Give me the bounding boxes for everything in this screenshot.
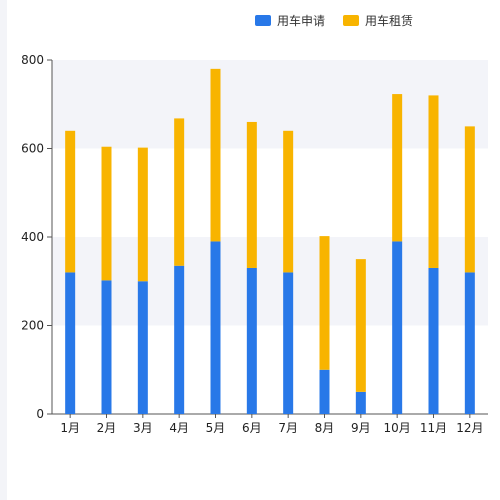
bar-series-2: [174, 118, 185, 266]
bar-series-2: [464, 126, 475, 273]
x-tick-label: 11月: [420, 421, 447, 435]
x-tick-label: 9月: [351, 421, 371, 435]
y-tick-label: 400: [21, 230, 44, 244]
bar-series-2: [428, 95, 439, 268]
x-tick-label: 1月: [60, 421, 80, 435]
x-tick-label: 12月: [456, 421, 483, 435]
y-tick-label: 0: [36, 407, 44, 421]
bar-series-1: [319, 369, 330, 414]
left-rail: [0, 0, 7, 500]
x-tick-label: 6月: [242, 421, 262, 435]
bar-series-1: [65, 272, 76, 414]
bar-series-2: [392, 94, 403, 242]
x-tick-label: 5月: [206, 421, 226, 435]
legend-swatch-series-2: [343, 15, 360, 26]
bar-series-1: [283, 272, 294, 414]
legend-label-series-1: 用车申请: [277, 14, 326, 28]
bar-series-1: [464, 272, 475, 414]
bar-series-2: [319, 236, 330, 370]
legend: 用车申请 用车租赁: [255, 12, 413, 29]
bar-series-1: [174, 265, 185, 414]
bar-series-1: [428, 267, 439, 414]
legend-item-series-2[interactable]: 用车租赁: [343, 12, 413, 29]
bar-series-2: [246, 121, 257, 268]
x-tick-label: 2月: [97, 421, 117, 435]
x-tick-label: 4月: [169, 421, 189, 435]
x-tick-label: 7月: [278, 421, 298, 435]
bar-series-1: [246, 267, 257, 414]
x-tick-label: 3月: [133, 421, 153, 435]
bar-series-1: [355, 391, 366, 414]
x-tick-label: 8月: [315, 421, 335, 435]
bar-series-2: [101, 146, 112, 281]
bar-series-2: [355, 259, 366, 392]
bar-series-2: [137, 147, 148, 282]
bar-series-2: [283, 130, 294, 273]
bar-series-1: [210, 241, 221, 414]
legend-label-series-2: 用车租赁: [365, 14, 414, 28]
y-tick-label: 800: [21, 53, 44, 67]
bar-series-1: [392, 241, 403, 414]
legend-swatch-series-1: [255, 15, 271, 26]
y-tick-label: 200: [21, 319, 44, 333]
legend-item-series-1[interactable]: 用车申请: [255, 12, 325, 29]
y-tick-label: 600: [21, 142, 44, 156]
bar-series-1: [137, 281, 148, 414]
bar-series-2: [210, 68, 221, 242]
bar-series-1: [101, 280, 112, 414]
x-tick-label: 10月: [384, 421, 411, 435]
bar-series-2: [65, 130, 76, 273]
grid-band: [52, 60, 488, 149]
grid-band: [52, 237, 488, 326]
